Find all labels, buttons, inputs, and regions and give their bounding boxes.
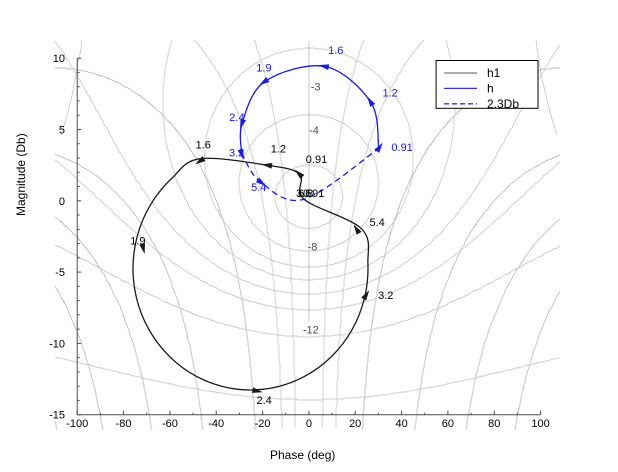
svg-text:-12: -12	[303, 325, 319, 337]
svg-text:20: 20	[349, 418, 361, 430]
svg-text:1.2: 1.2	[271, 144, 286, 156]
svg-text:0: 0	[306, 418, 312, 430]
svg-text:-100: -100	[66, 418, 88, 430]
svg-text:-5: -5	[55, 267, 65, 279]
svg-text:-20: -20	[255, 418, 271, 430]
svg-text:1.2: 1.2	[383, 88, 398, 100]
svg-text:0: 0	[59, 196, 65, 208]
svg-text:2.3Db: 2.3Db	[487, 97, 519, 111]
svg-text:5.4: 5.4	[370, 217, 385, 229]
svg-text:2.4: 2.4	[229, 112, 244, 124]
svg-text:-60: -60	[162, 418, 178, 430]
svg-text:h: h	[487, 81, 494, 95]
svg-text:-15: -15	[49, 410, 65, 422]
svg-text:1.9: 1.9	[130, 236, 145, 248]
svg-text:1.6: 1.6	[196, 140, 211, 152]
svg-text:5.4: 5.4	[251, 182, 266, 194]
svg-text:40: 40	[395, 418, 407, 430]
svg-text:-40: -40	[208, 418, 224, 430]
svg-text:5: 5	[59, 125, 65, 137]
svg-text:0.91: 0.91	[306, 154, 327, 166]
svg-text:-3: -3	[311, 81, 321, 93]
svg-text:80: 80	[488, 418, 500, 430]
svg-text:6.8: 6.8	[298, 188, 313, 200]
svg-text:100: 100	[531, 418, 549, 430]
svg-text:h1: h1	[487, 66, 501, 80]
svg-text:3.2: 3.2	[378, 290, 393, 302]
svg-text:1.6: 1.6	[328, 45, 343, 57]
svg-text:-80: -80	[116, 418, 132, 430]
svg-text:-10: -10	[49, 338, 65, 350]
svg-text:2.4: 2.4	[257, 395, 272, 407]
svg-text:3.2: 3.2	[229, 148, 244, 160]
svg-text:-8: -8	[308, 242, 318, 254]
svg-text:10: 10	[53, 53, 65, 65]
svg-text:1.9: 1.9	[256, 63, 271, 75]
svg-text:60: 60	[442, 418, 454, 430]
svg-text:-4: -4	[309, 125, 319, 137]
svg-text:0.91: 0.91	[391, 142, 412, 154]
